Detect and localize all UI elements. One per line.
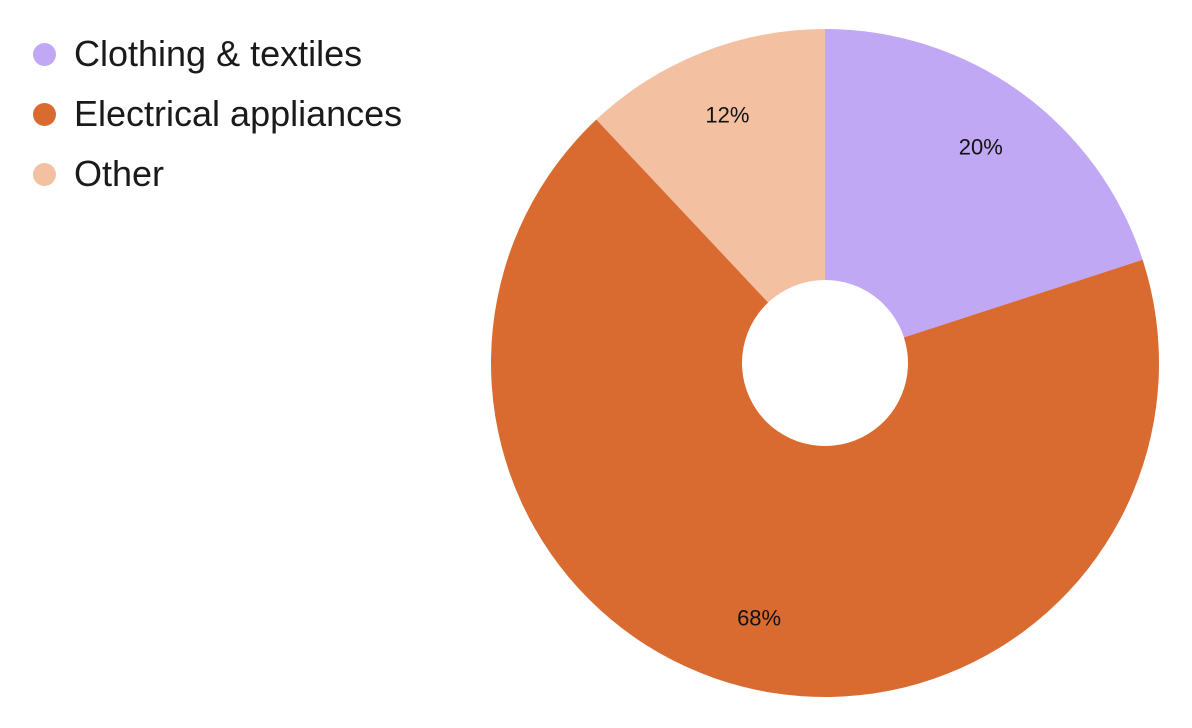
legend-label-other: Other [74, 153, 165, 194]
legend-item-electrical-appliances: Electrical appliances [33, 84, 402, 144]
slice-electrical-appliances [491, 119, 1159, 697]
legend-label-clothing-textiles: Clothing & textiles [74, 33, 363, 74]
legend-swatch-other [33, 162, 56, 186]
slice-label-other: 12% [705, 102, 749, 127]
legend-item-clothing-textiles: Clothing & textiles [33, 24, 402, 84]
legend-swatch-electrical-appliances [33, 102, 56, 126]
legend-item-other: Other [33, 144, 402, 204]
slice-label-clothing-textiles: 20% [959, 134, 1003, 159]
slice-label-electrical-appliances: 68% [737, 605, 781, 630]
legend-label-electrical-appliances: Electrical appliances [74, 93, 403, 134]
legend-swatch-clothing-textiles [33, 42, 56, 66]
slice-other [596, 29, 825, 303]
chart-legend: Clothing & textiles Electrical appliance… [33, 24, 402, 204]
slice-clothing-textiles [825, 29, 1143, 338]
